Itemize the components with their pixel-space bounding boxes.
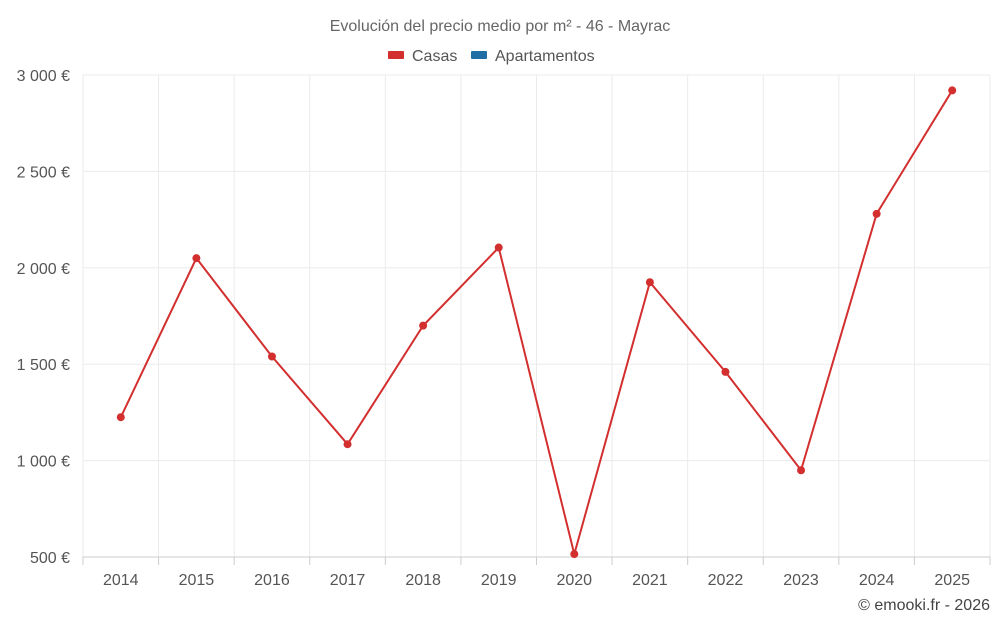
y-tick-label: 2 500 € (17, 164, 70, 181)
x-tick-label: 2015 (179, 572, 215, 589)
x-tick-label: 2022 (708, 572, 744, 589)
x-tick-label: 2025 (934, 572, 970, 589)
legend-item-apartamentos[interactable]: Apartamentos (471, 48, 595, 65)
legend-swatch (471, 51, 487, 59)
x-tick-label: 2021 (632, 572, 668, 589)
x-tick-label: 2024 (859, 572, 895, 589)
x-tick-label: 2020 (556, 572, 592, 589)
legend-label: Casas (412, 48, 457, 65)
data-point[interactable] (116, 413, 125, 422)
y-tick-label: 3 000 € (17, 68, 70, 85)
data-point[interactable] (948, 86, 957, 95)
y-tick-label: 1 000 € (17, 454, 70, 471)
x-tick-label: 2016 (254, 572, 290, 589)
y-tick-label: 2 000 € (17, 261, 70, 278)
credit-text: © emooki.fr - 2026 (858, 597, 990, 614)
legend-item-casas[interactable]: Casas (388, 48, 457, 65)
data-point[interactable] (494, 243, 503, 252)
data-point[interactable] (192, 254, 201, 263)
data-point[interactable] (721, 367, 730, 376)
data-point[interactable] (645, 278, 654, 287)
legend-label: Apartamentos (495, 48, 595, 65)
chart-title: Evolución del precio medio por m² - 46 -… (330, 18, 671, 35)
series-line-casas (119, 89, 954, 559)
x-axis: 2014 2015 2016 2017 2018 2019 2020 2021 2022 2023… (82, 556, 991, 589)
x-tick-label: 2019 (481, 572, 517, 589)
x-tick-label: 2014 (103, 572, 139, 589)
legend-swatch (388, 51, 404, 59)
data-point[interactable] (797, 466, 806, 475)
y-axis: 500 € 1 000 € 1 500 € 2 000 € 2 500 € 3 000 € (17, 68, 70, 567)
y-tick-label: 1 500 € (17, 357, 70, 374)
grid (82, 74, 991, 557)
x-tick-label: 2018 (405, 572, 441, 589)
data-point[interactable] (570, 550, 579, 559)
y-tick-label: 500 € (30, 550, 70, 567)
data-point[interactable] (419, 321, 428, 330)
data-point[interactable] (343, 440, 352, 449)
data-point[interactable] (267, 352, 276, 361)
x-tick-label: 2017 (330, 572, 366, 589)
series-layer (116, 86, 957, 559)
x-tick-label: 2023 (783, 572, 819, 589)
data-point[interactable] (872, 209, 881, 218)
legend: Casas Apartamentos (388, 48, 595, 65)
